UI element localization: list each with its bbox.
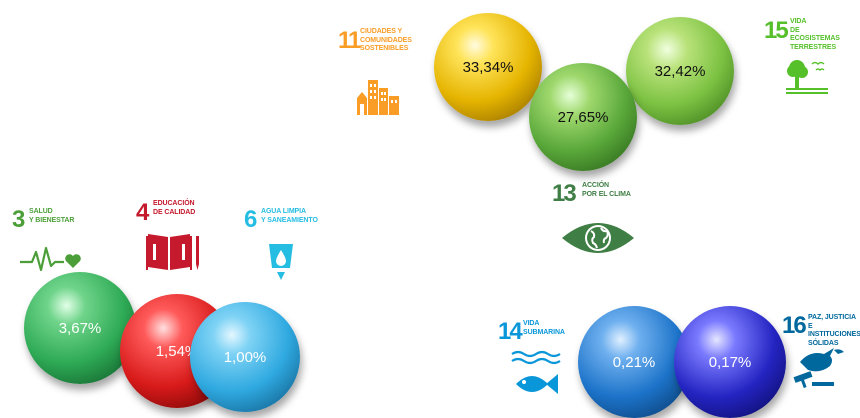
- sdg-13-label: 13 Acción por el clima: [552, 180, 652, 262]
- dove-gavel-icon: [793, 348, 844, 388]
- heartbeat-icon: [20, 246, 81, 272]
- sdg-number: 6: [244, 206, 257, 233]
- sdg-title: Paz, justicia e instituciones sólidas: [808, 314, 860, 347]
- water-drop-icon: [269, 244, 293, 280]
- sdg-number: 14: [498, 318, 523, 345]
- sphere-sdg-14: 0,21%: [578, 306, 690, 418]
- sdg-number: 15: [764, 17, 789, 44]
- sphere-sdg-15: 32,42%: [626, 17, 734, 125]
- sdg-11-label: 11 Ciudades y comunidades sostenibles: [338, 26, 418, 116]
- sdg-14-label: 14 Vida submarina: [498, 318, 578, 404]
- sdg-16-label: 16 Paz, justicia e instituciones sólidas: [782, 312, 860, 404]
- sdg-title: Vida de ecosistemas terrestres: [790, 18, 840, 51]
- sdg-6-label: 6 Agua limpia y saneamiento: [244, 206, 334, 286]
- sdg-number: 11: [338, 27, 361, 54]
- eye-globe-icon: [562, 223, 634, 253]
- sdg-3-label: 3 Salud y bienestar: [12, 206, 92, 276]
- sdg-title: Agua limpia y saneamiento: [261, 208, 318, 224]
- book-icon: [146, 234, 199, 270]
- sphere-sdg-6: 1,00%: [190, 302, 300, 412]
- sdg-number: 16: [782, 312, 807, 339]
- sdg-title: Salud y bienestar: [29, 208, 75, 224]
- sdg-title: Educación de calidad: [153, 200, 196, 216]
- sdg-number: 4: [136, 199, 149, 226]
- sdg-number: 13: [552, 180, 577, 207]
- tree-icon: [786, 60, 828, 94]
- sdg-title: Vida submarina: [523, 320, 565, 336]
- fish-icon: [511, 350, 561, 394]
- city-icon: [357, 80, 399, 115]
- sphere-sdg-16: 0,17%: [674, 306, 786, 418]
- sdg-4-label: 4 Educación de calidad: [136, 198, 216, 278]
- sphere-sdg-13: 27,65%: [529, 63, 637, 171]
- sdg-number: 3: [12, 206, 25, 233]
- sphere-sdg-11: 33,34%: [434, 13, 542, 121]
- sphere-sdg-3: 3,67%: [24, 272, 136, 384]
- sdg-15-label: 15 Vida de ecosistemas terrestres: [764, 16, 844, 100]
- sdg-title: Acción por el clima: [582, 182, 631, 198]
- sdg-title: Ciudades y comunidades sostenibles: [360, 28, 412, 53]
